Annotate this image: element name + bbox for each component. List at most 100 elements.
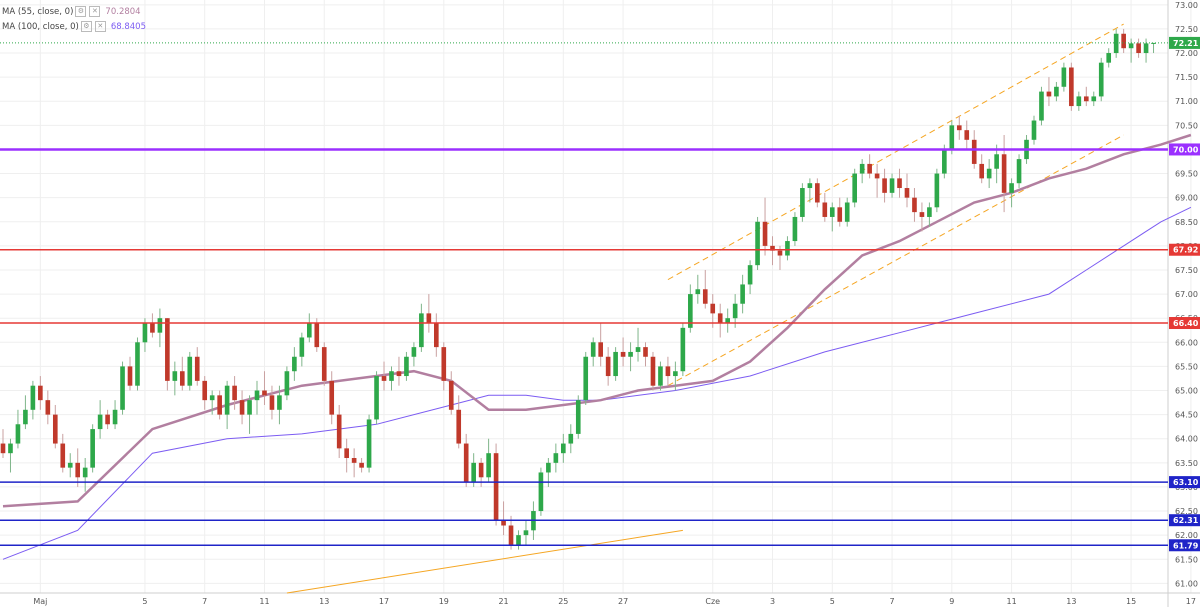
candle-body[interactable]: [904, 188, 910, 198]
candle-body[interactable]: [157, 318, 163, 333]
candle-body[interactable]: [306, 323, 312, 338]
candle-body[interactable]: [1106, 53, 1112, 63]
candle-body[interactable]: [30, 385, 36, 410]
candle-body[interactable]: [897, 178, 902, 189]
candle-body[interactable]: [45, 400, 51, 415]
candle-body[interactable]: [1143, 43, 1149, 54]
candle-body[interactable]: [434, 323, 439, 348]
candle-body[interactable]: [202, 380, 208, 401]
candle-body[interactable]: [643, 347, 648, 357]
candle-body[interactable]: [1083, 96, 1089, 102]
candle-body[interactable]: [299, 337, 305, 357]
candle-body[interactable]: [874, 173, 880, 179]
candle-body[interactable]: [762, 221, 768, 246]
candle-body[interactable]: [60, 443, 66, 468]
settings-icon[interactable]: ⚙: [75, 6, 87, 17]
candle-body[interactable]: [546, 462, 551, 473]
candle-body[interactable]: [329, 380, 335, 415]
candle-body[interactable]: [194, 356, 200, 381]
candle-body[interactable]: [478, 462, 484, 478]
candle-body[interactable]: [314, 323, 320, 348]
candle-body[interactable]: [142, 323, 148, 343]
candle-body[interactable]: [732, 303, 738, 319]
candle-body[interactable]: [1151, 42, 1156, 44]
candle-body[interactable]: [553, 453, 559, 463]
candle-body[interactable]: [927, 207, 932, 217]
candle-body[interactable]: [829, 207, 835, 217]
candle-body[interactable]: [777, 250, 783, 256]
candle-body[interactable]: [934, 173, 940, 208]
candle-body[interactable]: [538, 472, 544, 512]
candle-body[interactable]: [8, 443, 13, 454]
candle-body[interactable]: [471, 462, 476, 483]
candle-body[interactable]: [1009, 183, 1014, 193]
candle-body[interactable]: [837, 207, 843, 222]
candle-body[interactable]: [710, 303, 716, 314]
candle-body[interactable]: [38, 385, 43, 401]
candle-body[interactable]: [583, 356, 589, 401]
candle-body[interactable]: [97, 414, 103, 430]
candle-body[interactable]: [942, 149, 947, 174]
candle-body[interactable]: [254, 390, 260, 401]
candle-body[interactable]: [815, 183, 820, 203]
close-icon[interactable]: ✕: [89, 6, 101, 17]
candle-body[interactable]: [844, 202, 850, 222]
candle-body[interactable]: [800, 188, 805, 217]
candle-body[interactable]: [120, 366, 125, 410]
candle-body[interactable]: [486, 453, 491, 478]
candle-body[interactable]: [889, 178, 895, 193]
candle-body[interactable]: [740, 284, 745, 304]
candle-body[interactable]: [575, 400, 581, 434]
candle-body[interactable]: [404, 356, 409, 377]
candle-body[interactable]: [792, 216, 798, 242]
candle-body[interactable]: [785, 241, 790, 256]
candle-body[interactable]: [605, 356, 611, 377]
candle-body[interactable]: [523, 530, 529, 536]
candle-body[interactable]: [366, 419, 372, 468]
candle-body[interactable]: [493, 453, 499, 521]
candle-body[interactable]: [224, 385, 230, 415]
candle-body[interactable]: [277, 395, 282, 410]
candle-body[interactable]: [867, 163, 872, 174]
candle-body[interactable]: [1016, 159, 1022, 184]
candle-body[interactable]: [1061, 67, 1067, 87]
candle-body[interactable]: [1054, 86, 1059, 97]
candle-body[interactable]: [725, 318, 730, 324]
candle-body[interactable]: [590, 342, 596, 357]
candle-body[interactable]: [859, 163, 865, 174]
candle-body[interactable]: [1121, 33, 1126, 49]
candle-body[interactable]: [456, 409, 462, 444]
candle-body[interactable]: [1128, 43, 1134, 49]
candle-body[interactable]: [112, 409, 118, 425]
candle-body[interactable]: [1001, 154, 1007, 193]
candle-body[interactable]: [165, 318, 170, 381]
candle-body[interactable]: [419, 313, 424, 348]
candle-body[interactable]: [284, 371, 290, 396]
legend-ma100[interactable]: MA (100, close, 0) ⚙ ✕ 68.8405: [2, 19, 146, 34]
candle-body[interactable]: [568, 433, 574, 444]
candle-body[interactable]: [90, 429, 95, 468]
candle-body[interactable]: [508, 525, 514, 545]
candle-body[interactable]: [620, 351, 626, 357]
candle-body[interactable]: [232, 385, 237, 401]
candle-body[interactable]: [359, 462, 364, 468]
candle-body[interactable]: [269, 395, 275, 410]
candle-body[interactable]: [426, 313, 432, 324]
candle-body[interactable]: [702, 289, 708, 304]
close-icon[interactable]: ✕: [94, 21, 106, 32]
candle-body[interactable]: [561, 443, 566, 454]
candle-body[interactable]: [75, 462, 81, 478]
candle-body[interactable]: [956, 125, 962, 131]
candle-body[interactable]: [1098, 62, 1104, 97]
candle-body[interactable]: [688, 294, 693, 328]
candle-body[interactable]: [135, 342, 140, 386]
candle-body[interactable]: [598, 342, 603, 357]
candle-body[interactable]: [949, 125, 955, 150]
legend-ma55[interactable]: MA (55, close, 0) ⚙ ✕ 70.2804: [2, 4, 146, 19]
candle-body[interactable]: [1039, 91, 1044, 121]
candle-body[interactable]: [396, 371, 402, 377]
candle-body[interactable]: [717, 313, 723, 324]
candle-body[interactable]: [1136, 43, 1141, 54]
candle-body[interactable]: [179, 371, 185, 386]
